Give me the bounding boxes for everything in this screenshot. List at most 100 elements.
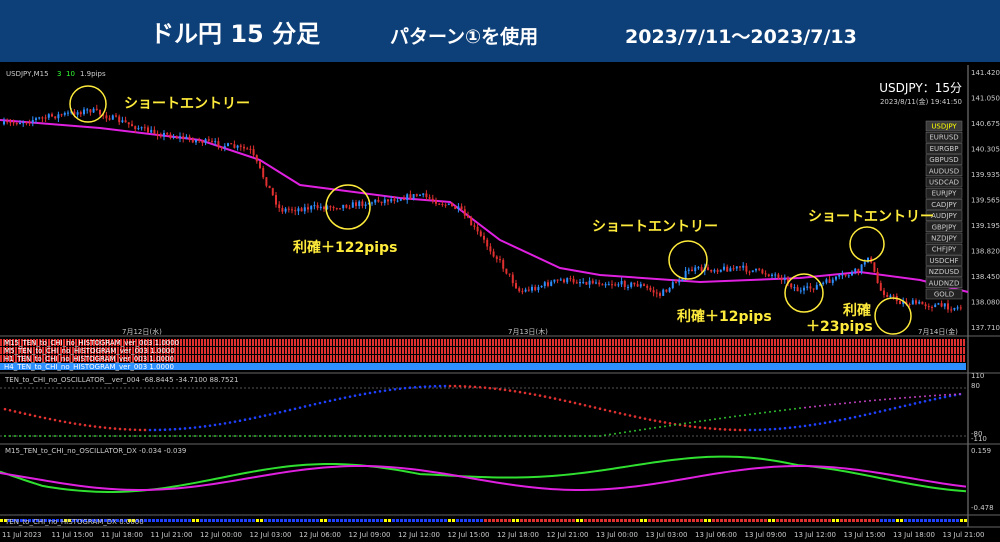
candle-body bbox=[12, 122, 15, 124]
candle-body bbox=[393, 199, 396, 201]
osc-dot bbox=[538, 394, 542, 397]
osc-dot bbox=[144, 435, 146, 437]
symbol-button[interactable] bbox=[925, 154, 963, 165]
osc-dot bbox=[94, 435, 96, 437]
candle-body bbox=[284, 208, 287, 212]
candle-body bbox=[505, 268, 508, 274]
osc-dot bbox=[784, 408, 786, 411]
symbol-button[interactable] bbox=[925, 131, 963, 143]
candle-body bbox=[863, 262, 866, 265]
annotation: 利確 bbox=[843, 302, 871, 319]
time-label: 13 Jul 06:00 bbox=[695, 531, 737, 539]
symbol-button[interactable] bbox=[925, 176, 963, 188]
candle-body bbox=[489, 246, 492, 252]
symbol-button[interactable] bbox=[925, 243, 963, 255]
osc-dot bbox=[339, 435, 341, 437]
dx-hist-bar bbox=[476, 519, 479, 522]
dx-hist-bar bbox=[416, 519, 419, 522]
candle-body bbox=[777, 274, 780, 278]
candle-body bbox=[457, 206, 460, 210]
candle-body bbox=[355, 202, 357, 207]
dx-hist-bar bbox=[112, 519, 115, 522]
candle-body bbox=[483, 235, 485, 240]
symbol-button[interactable] bbox=[925, 255, 963, 266]
dx-hist-bar bbox=[648, 519, 651, 522]
symbol-button[interactable] bbox=[925, 288, 963, 300]
symbol-button[interactable] bbox=[925, 221, 963, 233]
osc-dot bbox=[863, 413, 867, 417]
candle-body bbox=[822, 282, 825, 285]
osc-dot bbox=[438, 384, 442, 388]
osc-dot bbox=[9, 435, 11, 437]
osc-dot bbox=[118, 427, 122, 431]
dx-hist-bar bbox=[464, 519, 467, 522]
osc-dot bbox=[48, 417, 52, 421]
dx-hist-bar bbox=[860, 519, 863, 522]
dx-hist-bar bbox=[840, 519, 843, 522]
dx-hist-bar bbox=[516, 519, 519, 522]
dx-hist-bar bbox=[804, 519, 807, 522]
price-label: 139.565 bbox=[971, 197, 1000, 205]
osc-dot bbox=[814, 405, 816, 408]
dx-hist-bar bbox=[956, 519, 959, 522]
dx-hist-bar bbox=[768, 519, 771, 522]
dx-hist-bar bbox=[692, 519, 695, 522]
osc-dot bbox=[454, 435, 456, 437]
dx-hist-bar bbox=[696, 519, 699, 522]
symbol-button[interactable] bbox=[925, 120, 963, 132]
symbol-button[interactable] bbox=[925, 277, 963, 289]
candle-body bbox=[367, 202, 370, 205]
symbol-button[interactable] bbox=[925, 210, 963, 221]
candle-body bbox=[124, 120, 127, 123]
candle-body bbox=[844, 274, 847, 276]
dx-hist-bar bbox=[664, 519, 667, 522]
osc-dot bbox=[14, 435, 16, 437]
annotation: ショートエントリー bbox=[592, 219, 718, 235]
candle-body bbox=[678, 280, 681, 283]
dx-hist-bar bbox=[552, 519, 555, 522]
symbol-button[interactable] bbox=[925, 266, 963, 277]
candle-body bbox=[35, 118, 37, 120]
symbol-button[interactable] bbox=[925, 187, 963, 199]
symbol-button[interactable] bbox=[925, 232, 963, 244]
candle-body bbox=[156, 133, 159, 136]
osc-dot bbox=[913, 402, 917, 405]
candle-body bbox=[473, 225, 476, 227]
candle-body bbox=[662, 289, 665, 296]
osc-dot bbox=[308, 404, 312, 407]
osc-dot bbox=[428, 385, 432, 388]
candle-body bbox=[700, 267, 703, 272]
osc-dot bbox=[509, 435, 511, 437]
candle-body bbox=[713, 270, 716, 272]
dx-hist-bar bbox=[532, 519, 535, 522]
osc-dot bbox=[114, 435, 116, 437]
dx-hist-bar bbox=[964, 519, 967, 522]
dx-hist-bar bbox=[560, 519, 563, 522]
osc-dot bbox=[319, 435, 321, 437]
dx-hist-bar bbox=[40, 519, 43, 522]
symbol-button[interactable] bbox=[925, 165, 963, 177]
osc-dot bbox=[888, 407, 892, 411]
symbol-button[interactable] bbox=[925, 143, 963, 154]
dx-hist-bar bbox=[760, 519, 763, 522]
candle-body bbox=[918, 301, 921, 304]
osc-dot bbox=[283, 409, 287, 413]
osc-dot bbox=[323, 400, 327, 404]
osc-dot bbox=[898, 405, 902, 409]
candle-body bbox=[57, 114, 60, 119]
osc-dot bbox=[558, 398, 562, 401]
dx-hist-bar bbox=[264, 519, 267, 522]
time-label: 12 Jul 15:00 bbox=[448, 531, 490, 539]
osc-dot bbox=[698, 426, 702, 429]
osc-dot bbox=[693, 425, 697, 429]
candle-body bbox=[191, 139, 194, 143]
osc-dot bbox=[299, 435, 301, 437]
osc-dot bbox=[309, 435, 311, 437]
symbol-button[interactable] bbox=[925, 199, 963, 210]
osc-dot bbox=[858, 414, 862, 418]
candle-body bbox=[617, 284, 620, 286]
osc-dot bbox=[468, 385, 472, 388]
candle-body bbox=[924, 304, 927, 307]
candle-body bbox=[854, 268, 857, 272]
